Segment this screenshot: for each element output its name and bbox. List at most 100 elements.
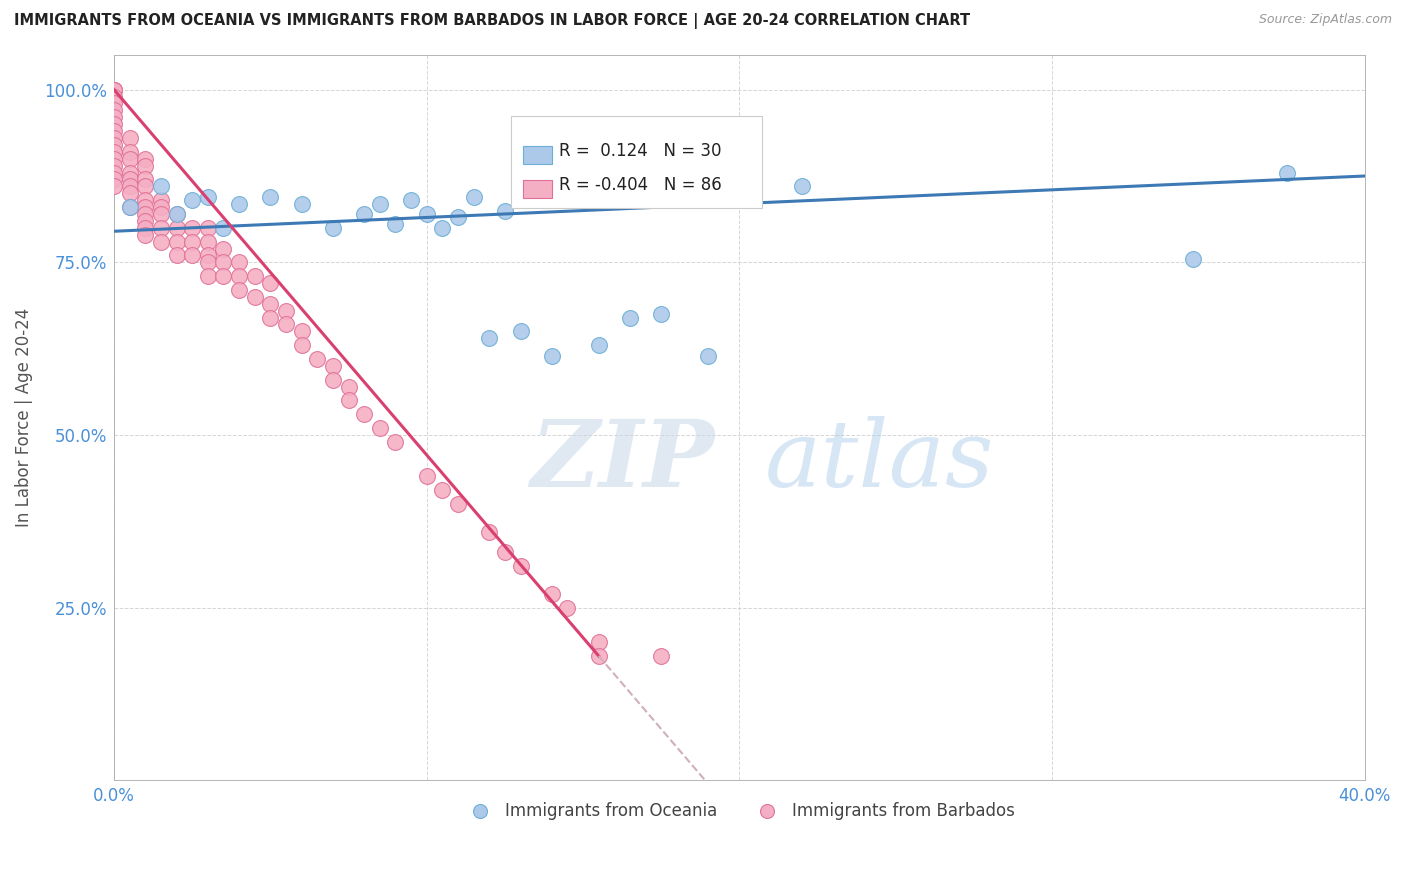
Point xyxy=(274,318,297,332)
Point xyxy=(103,172,125,186)
Point xyxy=(228,269,250,284)
Point xyxy=(790,179,813,194)
Point xyxy=(197,255,219,269)
Point xyxy=(291,325,314,339)
Point xyxy=(650,648,672,663)
Point xyxy=(588,338,610,352)
Point xyxy=(243,290,266,304)
Point xyxy=(259,310,281,325)
Point xyxy=(337,393,360,408)
Point xyxy=(149,220,172,235)
Point xyxy=(399,193,422,207)
Point xyxy=(166,207,188,221)
Point xyxy=(103,89,125,103)
Point xyxy=(588,635,610,649)
Point xyxy=(134,172,156,186)
Point xyxy=(384,434,406,449)
Point xyxy=(228,196,250,211)
Point xyxy=(540,349,562,363)
Point xyxy=(134,179,156,194)
Text: R = -0.404   N = 86: R = -0.404 N = 86 xyxy=(558,176,721,194)
Point xyxy=(103,152,125,166)
Point xyxy=(118,131,141,145)
Point xyxy=(243,269,266,284)
Point xyxy=(149,193,172,207)
Point xyxy=(166,220,188,235)
Point xyxy=(337,379,360,393)
Point xyxy=(274,303,297,318)
Point xyxy=(103,145,125,159)
Point xyxy=(118,165,141,179)
Point xyxy=(588,648,610,663)
Point xyxy=(212,220,235,235)
Point xyxy=(118,179,141,194)
Point xyxy=(149,235,172,249)
Point xyxy=(259,297,281,311)
Point xyxy=(432,220,454,235)
Point xyxy=(447,211,470,225)
Point xyxy=(103,103,125,118)
Point xyxy=(197,190,219,204)
Point xyxy=(697,349,720,363)
Point xyxy=(103,83,125,97)
Point xyxy=(228,255,250,269)
Point xyxy=(103,83,125,97)
Point xyxy=(103,165,125,179)
Point xyxy=(432,483,454,498)
Point xyxy=(259,190,281,204)
Point xyxy=(118,186,141,201)
Text: ZIP: ZIP xyxy=(530,417,714,507)
Point xyxy=(103,159,125,173)
Point xyxy=(228,283,250,297)
Point xyxy=(291,338,314,352)
Point xyxy=(166,207,188,221)
Point xyxy=(416,207,439,221)
Point xyxy=(557,600,579,615)
Point xyxy=(368,421,391,435)
Point xyxy=(540,587,562,601)
Point xyxy=(353,407,375,421)
Point xyxy=(353,207,375,221)
Point xyxy=(1275,165,1298,179)
Point xyxy=(166,248,188,262)
Legend: Immigrants from Oceania, Immigrants from Barbados: Immigrants from Oceania, Immigrants from… xyxy=(457,795,1022,826)
Point xyxy=(212,269,235,284)
Point xyxy=(322,220,344,235)
Point xyxy=(134,207,156,221)
Point xyxy=(447,497,470,511)
Text: R =  0.124   N = 30: R = 0.124 N = 30 xyxy=(558,142,721,161)
Point xyxy=(650,307,672,321)
Point xyxy=(103,117,125,131)
Point xyxy=(134,214,156,228)
Point xyxy=(197,220,219,235)
Point xyxy=(212,242,235,256)
Point xyxy=(197,235,219,249)
Point xyxy=(494,203,516,218)
Point xyxy=(118,152,141,166)
Point xyxy=(509,559,531,574)
Point xyxy=(149,179,172,194)
Point xyxy=(103,83,125,97)
Point xyxy=(118,145,141,159)
Text: Source: ZipAtlas.com: Source: ZipAtlas.com xyxy=(1258,13,1392,27)
Point xyxy=(103,137,125,152)
Point xyxy=(118,200,141,214)
Point xyxy=(166,235,188,249)
Point xyxy=(103,131,125,145)
Point xyxy=(197,269,219,284)
Point xyxy=(494,545,516,559)
Y-axis label: In Labor Force | Age 20-24: In Labor Force | Age 20-24 xyxy=(15,308,32,527)
Point xyxy=(134,159,156,173)
Point xyxy=(118,172,141,186)
Point xyxy=(463,190,485,204)
Text: atlas: atlas xyxy=(765,417,994,507)
Point xyxy=(103,110,125,124)
Point xyxy=(478,331,501,345)
Point xyxy=(149,200,172,214)
Point xyxy=(322,359,344,373)
Point xyxy=(259,276,281,290)
Point xyxy=(181,193,204,207)
Point xyxy=(134,220,156,235)
Point xyxy=(322,373,344,387)
Point xyxy=(118,200,141,214)
